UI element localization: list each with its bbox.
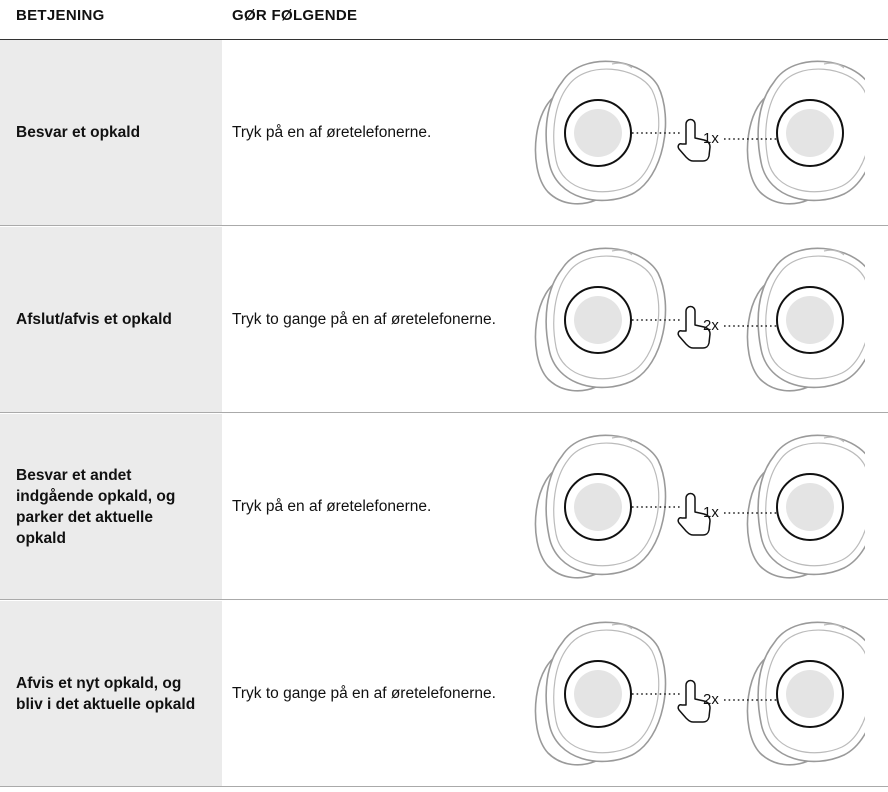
action-text: Tryk to gange på en af øretelefonerne. — [232, 685, 496, 702]
control-text: Besvar et opkald — [16, 124, 141, 141]
earbud-diagram: 2x — [534, 247, 879, 392]
tap-count: 1x — [703, 130, 719, 147]
action-text: Tryk på en af øretelefonerne. — [232, 124, 432, 141]
control-text: Afvis et nyt opkald, og bliv i det aktue… — [16, 674, 196, 713]
control-cell: Besvar et opkald — [0, 40, 222, 225]
control-cell: Afslut/afvis et opkald — [0, 227, 222, 412]
action-cell: Tryk to gange på en af øretelefonerne. — [232, 601, 512, 786]
earbud-illustration: 2x — [520, 601, 879, 792]
control-cell: Afvis et nyt opkald, og bliv i det aktue… — [0, 601, 222, 786]
table-row: Besvar et opkald Tryk på en af øretelefon… — [0, 40, 888, 226]
action-cell: Tryk på en af øretelefonerne. — [232, 40, 512, 225]
tap-count: 1x — [703, 504, 719, 521]
earbud-diagram: 1x — [534, 60, 879, 205]
table-row: Afvis et nyt opkald, og bliv i det aktue… — [0, 601, 888, 787]
header-rule — [0, 39, 888, 40]
earbud-illustration: 1x — [520, 414, 879, 605]
earbud-illustration: 1x — [520, 40, 879, 231]
column-header: GØR FØLGENDE — [232, 7, 358, 24]
action-cell: Tryk på en af øretelefonerne. — [232, 414, 512, 599]
tap-count: 2x — [703, 691, 719, 708]
table-row: Besvar et andet indgående opkald, og par… — [0, 414, 888, 600]
earbud-illustration: 2x — [520, 227, 879, 418]
earbud-diagram: 2x — [534, 621, 879, 766]
control-cell: Besvar et andet indgående opkald, og par… — [0, 414, 222, 599]
earbud-diagram: 1x — [534, 434, 879, 579]
table-row: Afslut/afvis et opkald Tryk to gange på e… — [0, 227, 888, 413]
column-header: BETJENING — [16, 7, 105, 24]
control-text: Afslut/afvis et opkald — [16, 311, 172, 328]
action-cell: Tryk to gange på en af øretelefonerne. — [232, 227, 512, 412]
tap-count: 2x — [703, 317, 719, 334]
action-text: Tryk på en af øretelefonerne. — [232, 498, 432, 515]
control-text: Besvar et andet indgående opkald, og par… — [16, 466, 176, 547]
action-text: Tryk to gange på en af øretelefonerne. — [232, 311, 496, 328]
